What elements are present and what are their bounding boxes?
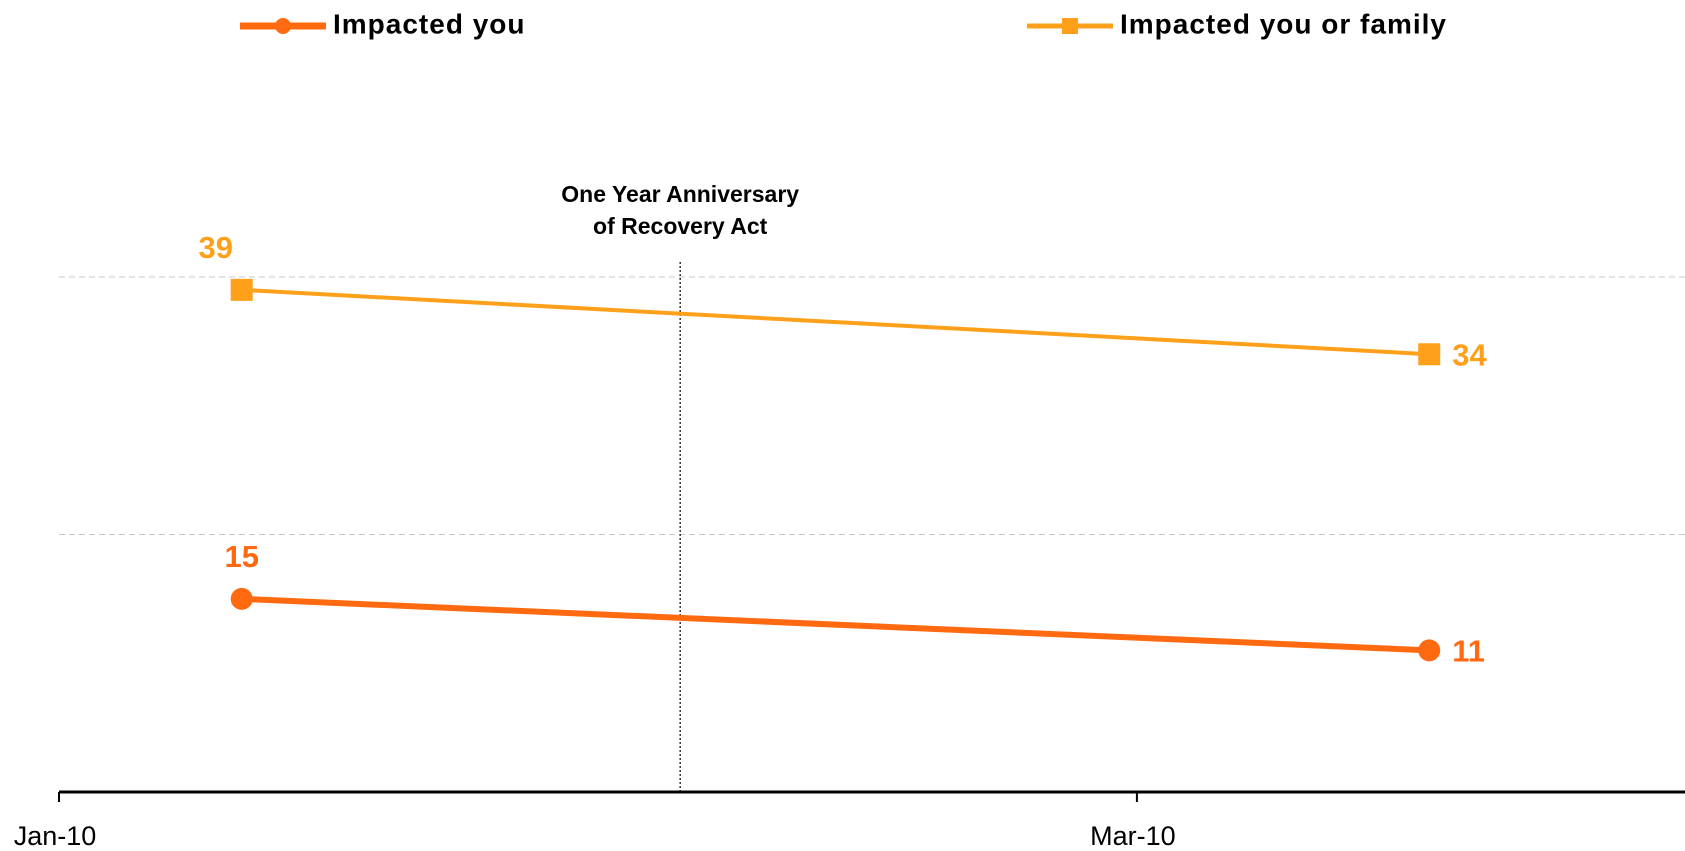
point xyxy=(1418,639,1441,662)
point xyxy=(230,587,253,610)
point xyxy=(230,278,253,301)
data-label: 11 xyxy=(1452,634,1485,669)
series-line xyxy=(241,595,1430,654)
legend-label: Impacted you or family xyxy=(1120,8,1447,39)
x-tick-label: Jan-10 xyxy=(14,821,97,851)
data-label: 15 xyxy=(224,539,258,574)
point xyxy=(1418,343,1441,366)
x-tick-label: Mar-10 xyxy=(1090,821,1176,851)
data-label: 39 xyxy=(198,230,232,265)
legend-label: Impacted you xyxy=(333,8,525,39)
annotation-text: One Year Anniversary xyxy=(561,181,799,207)
annotation-text: of Recovery Act xyxy=(593,213,768,239)
legend-marker xyxy=(1062,18,1078,34)
legend-marker xyxy=(275,18,291,34)
data-label: 34 xyxy=(1452,337,1487,372)
series-line xyxy=(241,287,1430,357)
